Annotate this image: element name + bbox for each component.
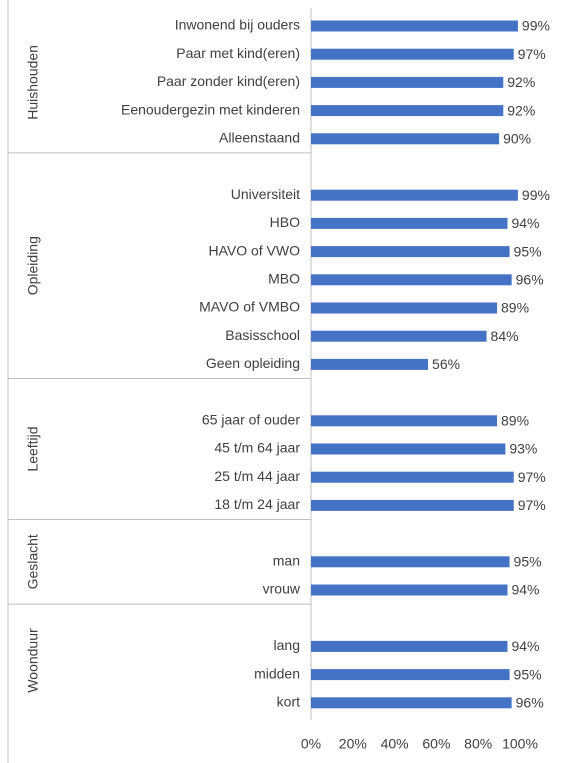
category-label: MBO <box>268 271 300 287</box>
category-label: Geen opleiding <box>206 355 300 371</box>
category-label: lang <box>274 637 300 653</box>
bar <box>311 302 498 314</box>
value-label: 97% <box>518 46 546 62</box>
bar <box>311 556 510 568</box>
x-tick-label: 100% <box>502 736 538 752</box>
bar <box>311 48 514 60</box>
bar <box>311 330 487 342</box>
bar <box>311 669 510 681</box>
value-label: 89% <box>501 300 529 316</box>
value-label: 95% <box>514 666 542 682</box>
bar <box>311 584 508 596</box>
group-label: Leeftijd <box>25 426 41 471</box>
bar <box>311 415 498 427</box>
category-label: Universiteit <box>231 186 300 202</box>
bar <box>311 471 514 483</box>
value-label: 89% <box>501 413 529 429</box>
category-label: kort <box>277 694 300 710</box>
value-label: 99% <box>522 187 550 203</box>
group-label: Huishouden <box>25 45 41 120</box>
bar <box>311 358 429 370</box>
category-label: Paar met kind(eren) <box>176 45 300 61</box>
bar <box>311 246 510 258</box>
x-tick-label: 80% <box>464 736 492 752</box>
value-label: 96% <box>516 272 544 288</box>
value-label: 95% <box>514 554 542 570</box>
category-label: 25 t/m 44 jaar <box>214 468 300 484</box>
bar <box>311 697 512 709</box>
value-label: 93% <box>509 441 537 457</box>
value-label: 94% <box>511 638 539 654</box>
value-label: 99% <box>522 18 550 34</box>
category-label: man <box>273 553 300 569</box>
category-label: HBO <box>270 214 300 230</box>
bar <box>311 274 512 286</box>
category-label: Basisschool <box>225 327 300 343</box>
bar <box>311 217 508 229</box>
bar <box>311 76 504 88</box>
value-label: 94% <box>511 582 539 598</box>
category-label: MAVO of VMBO <box>199 299 300 315</box>
bar <box>311 499 514 511</box>
x-tick-label: 60% <box>422 736 450 752</box>
group-label: Opleiding <box>25 236 41 295</box>
category-label: Eenoudergezin met kinderen <box>121 101 300 117</box>
category-label: HAVO of VWO <box>208 242 300 258</box>
value-label: 94% <box>511 215 539 231</box>
x-tick-label: 0% <box>301 736 321 752</box>
bar <box>311 443 506 455</box>
value-label: 92% <box>507 74 535 90</box>
bar <box>311 640 508 652</box>
value-label: 95% <box>514 243 542 259</box>
category-label: 18 t/m 24 jaar <box>214 496 300 512</box>
category-label: Inwonend bij ouders <box>175 17 300 33</box>
category-label: midden <box>254 665 300 681</box>
x-tick-label: 20% <box>339 736 367 752</box>
value-label: 97% <box>518 497 546 513</box>
value-label: 97% <box>518 469 546 485</box>
category-label: 65 jaar of ouder <box>202 412 300 428</box>
value-label: 90% <box>503 131 531 147</box>
bar <box>311 105 504 117</box>
value-label: 96% <box>516 695 544 711</box>
bar <box>311 189 518 201</box>
bar <box>311 133 500 145</box>
group-label: Woonduur <box>25 628 41 693</box>
category-label: vrouw <box>263 581 301 597</box>
category-label: 45 t/m 64 jaar <box>214 440 300 456</box>
x-tick-label: 40% <box>381 736 409 752</box>
value-label: 92% <box>507 102 535 118</box>
category-label: Paar zonder kind(eren) <box>157 73 300 89</box>
group-label: Geslacht <box>25 534 41 589</box>
value-label: 84% <box>491 328 519 344</box>
value-label: 56% <box>432 356 460 372</box>
bar <box>311 20 518 32</box>
category-label: Alleenstaand <box>219 130 300 146</box>
